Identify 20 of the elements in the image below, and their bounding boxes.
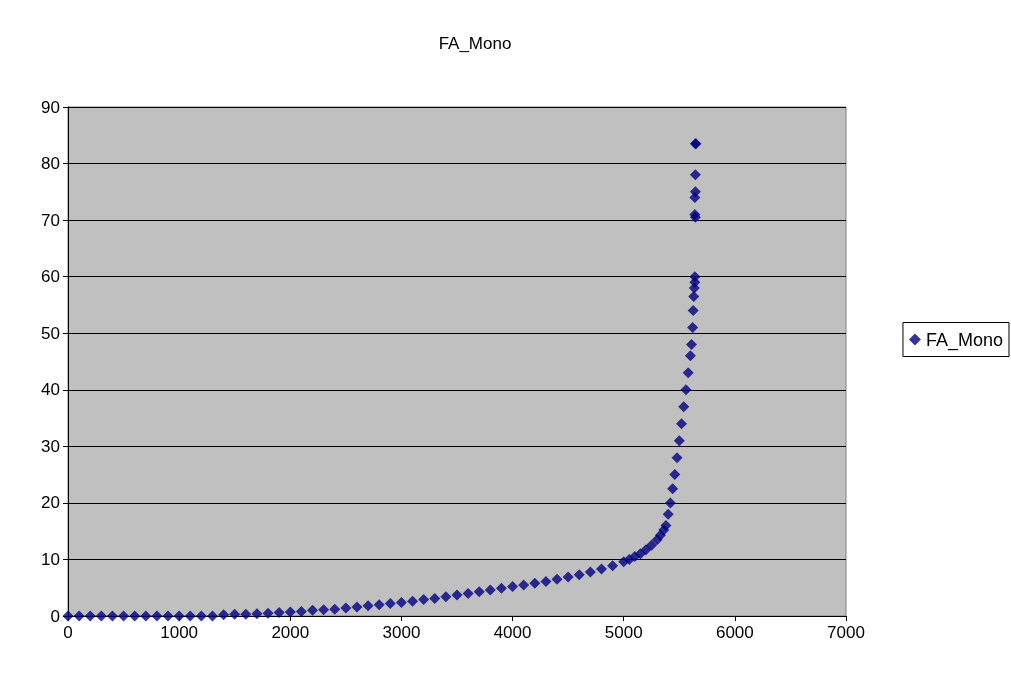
x-tick-label: 5000 <box>604 623 643 642</box>
y-tick-label: 60 <box>41 267 60 287</box>
x-tick-label: 0 <box>63 623 73 642</box>
y-tick-label: 90 <box>41 97 60 117</box>
legend-label: FA_Mono <box>925 329 1003 351</box>
y-tick-label: 50 <box>41 323 60 343</box>
y-tick-label: 40 <box>41 380 60 400</box>
x-tick-label: 7000 <box>827 623 865 642</box>
x-tick-label: 4000 <box>493 623 532 642</box>
x-tick-label: 1000 <box>160 623 199 642</box>
y-tick-label: 10 <box>41 549 60 569</box>
y-tick-label: 80 <box>41 154 60 174</box>
x-tick-label: 2000 <box>271 623 310 642</box>
x-tick-label: 6000 <box>715 623 754 642</box>
chart-title: FA_Mono <box>438 34 512 53</box>
y-tick-label: 20 <box>41 493 60 513</box>
y-tick-label: 70 <box>41 210 60 230</box>
y-tick-label: 0 <box>50 606 60 626</box>
y-tick-label: 30 <box>41 436 60 456</box>
x-tick-label: 3000 <box>382 623 421 642</box>
